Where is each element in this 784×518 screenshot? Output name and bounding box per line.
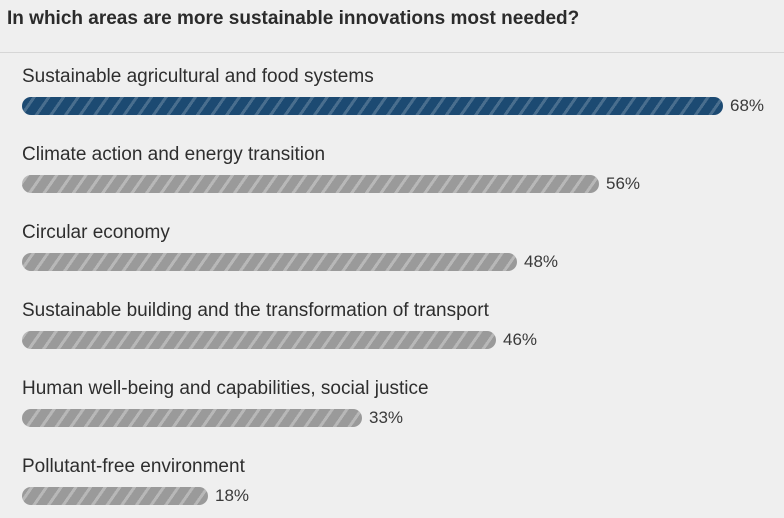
category-label: Circular economy: [22, 222, 170, 243]
category-label: Pollutant-free environment: [22, 456, 245, 477]
value-label: 46%: [503, 330, 538, 349]
bar-row: Human well-being and capabilities, socia…: [0, 375, 784, 453]
bar: [22, 97, 723, 115]
bar: [22, 409, 362, 427]
bar-rows: Sustainable agricultural and food system…: [0, 63, 784, 518]
bar: [22, 487, 208, 505]
bar-row: Sustainable building and the transformat…: [0, 297, 784, 375]
category-label: Sustainable agricultural and food system…: [22, 66, 374, 87]
chart-header: In which areas are more sustainable inno…: [0, 0, 784, 53]
bar-row: Climate action and energy transition 56%: [0, 141, 784, 219]
bar-row: Sustainable agricultural and food system…: [0, 63, 784, 141]
value-label: 68%: [730, 96, 765, 115]
value-label: 56%: [606, 174, 641, 193]
bar: [22, 175, 599, 193]
value-label: 33%: [369, 408, 404, 427]
bar-row: Circular economy 48%: [0, 219, 784, 297]
value-label: 48%: [524, 252, 559, 271]
chart-title: In which areas are more sustainable inno…: [7, 8, 580, 29]
bar-row: Pollutant-free environment 18%: [0, 453, 784, 518]
value-label: 18%: [215, 486, 250, 505]
bar: [22, 331, 496, 349]
category-label: Sustainable building and the transformat…: [22, 300, 489, 321]
category-label: Human well-being and capabilities, socia…: [22, 378, 429, 399]
bar: [22, 253, 517, 271]
category-label: Climate action and energy transition: [22, 144, 326, 165]
